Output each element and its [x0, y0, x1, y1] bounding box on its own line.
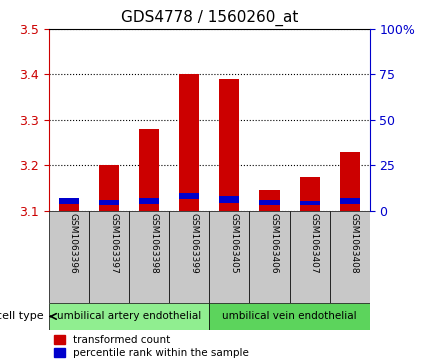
Bar: [179, 192, 199, 199]
Bar: [289, 211, 330, 303]
Bar: [129, 211, 169, 303]
Bar: [179, 74, 199, 211]
Bar: [259, 200, 280, 205]
Text: GSM1063406: GSM1063406: [269, 213, 278, 274]
Bar: [49, 303, 209, 330]
Bar: [300, 177, 320, 211]
Text: GSM1063398: GSM1063398: [149, 213, 158, 274]
Bar: [219, 196, 239, 203]
Bar: [59, 199, 79, 211]
Text: umbilical vein endothelial: umbilical vein endothelial: [222, 311, 357, 321]
Legend: transformed count, percentile rank within the sample: transformed count, percentile rank withi…: [54, 335, 249, 358]
Text: GSM1063407: GSM1063407: [309, 213, 319, 274]
Text: GSM1063408: GSM1063408: [350, 213, 359, 274]
Text: GSM1063397: GSM1063397: [109, 213, 118, 274]
Title: GDS4778 / 1560260_at: GDS4778 / 1560260_at: [121, 10, 298, 26]
Bar: [139, 199, 159, 204]
Bar: [300, 201, 320, 205]
Bar: [249, 211, 289, 303]
Bar: [340, 152, 360, 211]
Bar: [340, 199, 360, 204]
Bar: [169, 211, 209, 303]
Text: GSM1063405: GSM1063405: [230, 213, 238, 274]
Bar: [89, 211, 129, 303]
Bar: [99, 200, 119, 205]
Bar: [209, 211, 249, 303]
Bar: [99, 165, 119, 211]
Text: umbilical artery endothelial: umbilical artery endothelial: [57, 311, 201, 321]
Bar: [59, 199, 79, 204]
Bar: [139, 129, 159, 211]
Bar: [209, 303, 370, 330]
Text: cell type: cell type: [0, 311, 44, 321]
Text: GSM1063399: GSM1063399: [189, 213, 198, 274]
Bar: [259, 190, 280, 211]
Bar: [219, 79, 239, 211]
Bar: [49, 211, 89, 303]
Text: GSM1063396: GSM1063396: [69, 213, 78, 274]
Bar: [330, 211, 370, 303]
